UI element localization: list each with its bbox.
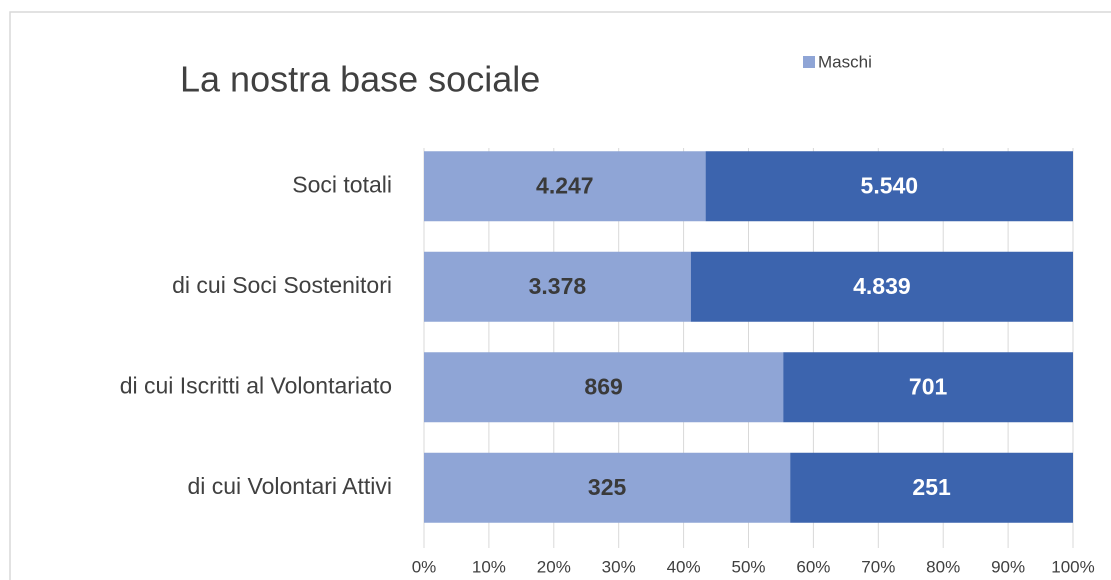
x-tick-label: 100% — [1051, 557, 1094, 576]
data-label: 701 — [909, 373, 948, 399]
x-tick-label: 40% — [667, 557, 701, 576]
y-tick-label: di cui Volontari Attivi — [187, 473, 392, 499]
y-tick-label: Soci totali — [292, 171, 392, 197]
x-tick-label: 20% — [537, 557, 571, 576]
x-tick-label: 70% — [861, 557, 895, 576]
x-tick-label: 50% — [731, 557, 765, 576]
data-label: 5.540 — [861, 172, 919, 198]
bar-segment — [424, 452, 791, 523]
x-tick-label: 90% — [991, 557, 1025, 576]
bar-segment — [424, 151, 706, 222]
y-tick-label: di cui Iscritti al Volontariato — [120, 372, 392, 398]
bar-segment — [424, 352, 784, 423]
data-label: 3.378 — [529, 273, 587, 299]
data-label: 251 — [912, 474, 951, 500]
chart-frame — [9, 11, 1111, 580]
data-label: 869 — [584, 373, 622, 399]
bar-segment — [705, 151, 1073, 222]
x-tick-label: 0% — [412, 557, 437, 576]
y-tick-label: di cui Soci Sostenitori — [172, 272, 392, 298]
x-tick-label: 80% — [926, 557, 960, 576]
bar-segment — [783, 352, 1073, 423]
x-tick-label: 10% — [472, 557, 506, 576]
bar-segment — [790, 452, 1073, 523]
legend-swatch — [803, 56, 815, 68]
bar-segment — [424, 251, 691, 322]
data-label: 325 — [588, 474, 627, 500]
x-tick-label: 30% — [602, 557, 636, 576]
data-label: 4.839 — [853, 273, 911, 299]
x-tick-label: 60% — [796, 557, 830, 576]
bar-segment — [690, 251, 1073, 322]
chart-title: La nostra base sociale — [180, 59, 540, 100]
legend-label: Maschi — [818, 52, 872, 71]
data-label: 4.247 — [536, 172, 594, 198]
